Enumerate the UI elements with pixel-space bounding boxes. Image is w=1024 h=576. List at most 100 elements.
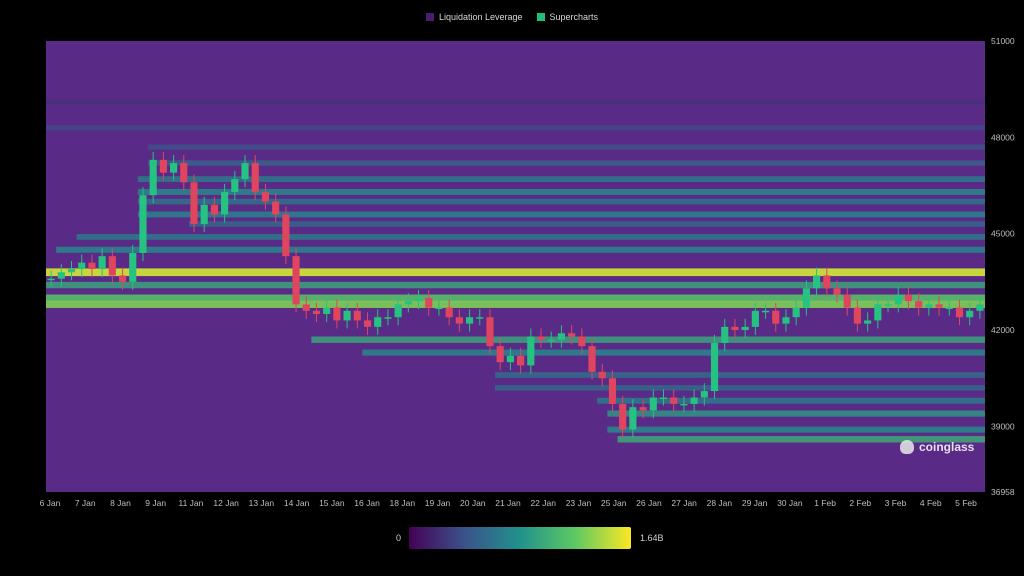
liquidation-heatmap-chart[interactable]: 51000 48000 45000 42000 39000 36958 6 Jan 7 Ja… [0,0,1024,520]
legend-item-supercharts[interactable]: Supercharts [536,12,598,22]
price-candle [139,195,147,253]
x-tick-label: 13 Jan [249,498,275,508]
chart-legend: Liquidation Leverage Supercharts [0,12,1024,22]
price-candle [363,320,372,327]
price-candle [312,310,321,315]
price-candle [374,317,382,327]
price-candle [231,179,239,192]
x-tick-label: 28 Jan [707,498,733,508]
price-candle [578,336,586,347]
legend-item-liquidation-leverage[interactable]: Liquidation Leverage [425,12,523,22]
price-candle [210,204,218,215]
x-tick-label: 30 Jan [777,498,803,508]
price-candle [476,317,484,319]
x-tick-label: 7 Jan [75,498,96,508]
legend-label-liquidation: Liquidation Leverage [438,12,523,22]
price-candle [333,307,341,321]
liquidation-band [362,349,985,356]
price-candle [557,333,566,340]
x-tick-label: 1 Feb [814,498,836,508]
liquidation-band [76,234,985,240]
price-candle [353,310,361,321]
plot-area [46,41,985,492]
y-tick-label: 45000 [991,229,1015,239]
price-candle [721,326,729,343]
price-candle [486,317,494,347]
price-candle [966,310,974,318]
price-candle [251,163,259,192]
price-candles [47,151,984,438]
price-candle [496,346,504,363]
watermark-text: coinglass [919,440,975,454]
x-tick-label: 12 Jan [213,498,239,508]
x-tick-label: 6 Jan [40,498,61,508]
liquidation-band [607,426,985,433]
price-candle [455,317,463,324]
price-candle [782,317,790,324]
colorbar-min-label: 0 [396,533,402,543]
price-candle [915,301,923,308]
y-tick-label: 42000 [991,325,1015,335]
price-candle [588,346,596,372]
price-candle [425,297,433,308]
x-tick-label: 26 Jan [636,498,662,508]
colorbar: 0 1.64B [0,526,1024,550]
x-tick-label: 11 Jan [178,498,203,508]
colorbar-gradient [409,527,631,549]
price-candle [302,304,310,311]
price-candle [619,403,627,430]
price-candle [384,317,392,319]
price-candle [649,397,657,411]
price-candle [527,336,535,366]
price-candle [853,307,861,324]
price-candle [98,256,106,270]
liquidation-band [148,160,986,166]
price-candle [404,301,412,305]
x-tick-label: 25 Jan [601,498,627,508]
price-candle [414,297,423,302]
price-candle [568,333,576,337]
price-candle [904,294,913,302]
price-candle [761,310,770,313]
x-tick-label: 4 Feb [920,498,942,508]
liquidation-band [46,99,985,105]
x-tick-label: 20 Jan [460,498,486,508]
price-candle [680,403,688,406]
x-tick-label: 27 Jan [671,498,697,508]
price-candle [710,342,719,392]
price-candle [945,307,953,310]
price-candle [170,163,178,173]
liquidation-band [56,246,985,253]
x-tick-label: 5 Feb [955,498,977,508]
x-tick-label: 8 Jan [110,498,131,508]
price-candle [925,304,933,308]
price-candle [813,275,821,289]
price-candle [843,294,851,308]
price-candle [751,310,759,327]
liquidation-band [137,176,985,183]
x-axis-ticks: 6 Jan 7 Jan 8 Jan 9 Jan 11 Jan 12 Jan 13 Jan 14… [40,498,978,508]
price-candle [935,304,943,308]
price-candle [190,182,198,225]
x-tick-label: 15 Jan [319,498,345,508]
price-candle [659,397,668,400]
price-candle [690,397,698,404]
price-candle [129,252,137,282]
price-candle [88,262,96,270]
price-candle [343,310,351,321]
price-candle [435,307,443,310]
liquidation-band [46,268,985,277]
liquidation-band [46,300,985,308]
price-candle [78,262,86,270]
price-candle [465,317,474,324]
liquidation-band [188,221,986,227]
price-candle [292,256,300,305]
price-candle [955,307,964,318]
price-candle [537,336,545,340]
liquidation-band [46,281,985,289]
price-candle [772,310,780,324]
y-tick-label: 51000 [991,36,1015,46]
price-candle [670,397,678,404]
price-candle [731,326,739,331]
liquidation-bands [46,99,986,443]
